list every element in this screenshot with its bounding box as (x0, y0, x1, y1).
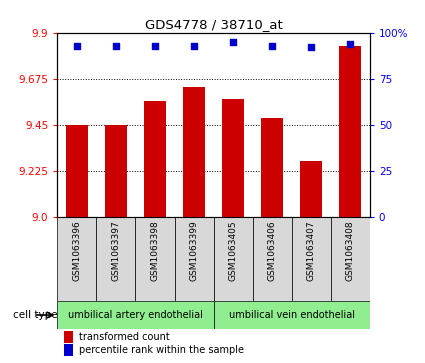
Point (74, 42, 80, 48)
Point (152, 42, 159, 48)
Bar (96, 217, 136, 301)
Bar (66, 125, 88, 217)
Text: GSM1063408: GSM1063408 (346, 221, 355, 281)
Text: transformed count: transformed count (79, 332, 170, 342)
Bar (136, 217, 175, 301)
Bar (300, 162, 322, 217)
Point (308, 45, 314, 50)
Bar (261, 118, 283, 217)
Point (269, 42, 275, 48)
Point (230, 39, 236, 45)
Point (113, 42, 119, 48)
Bar (57, 217, 96, 301)
Bar (64, 331, 73, 343)
Text: umbilical artery endothelial: umbilical artery endothelial (68, 310, 203, 320)
Bar (222, 99, 244, 217)
Text: GSM1063397: GSM1063397 (111, 221, 120, 281)
Bar (105, 125, 127, 217)
Text: percentile rank within the sample: percentile rank within the sample (79, 345, 244, 355)
Text: GSM1063406: GSM1063406 (268, 221, 277, 281)
Point (347, 41, 354, 46)
Bar (331, 217, 370, 301)
Text: cell type: cell type (13, 310, 57, 320)
Bar (175, 217, 213, 301)
Text: GSM1063399: GSM1063399 (190, 221, 198, 281)
Text: GSM1063405: GSM1063405 (229, 221, 238, 281)
Point (191, 42, 198, 48)
Bar (57, 301, 213, 330)
Bar (64, 344, 73, 356)
Bar (144, 101, 166, 217)
Text: GSM1063407: GSM1063407 (307, 221, 316, 281)
Bar (213, 301, 370, 330)
Text: GSM1063396: GSM1063396 (72, 221, 82, 281)
Text: GSM1063398: GSM1063398 (150, 221, 159, 281)
Bar (213, 217, 252, 301)
Bar (292, 217, 331, 301)
Bar (183, 87, 205, 217)
Text: umbilical vein endothelial: umbilical vein endothelial (229, 310, 354, 320)
Title: GDS4778 / 38710_at: GDS4778 / 38710_at (144, 19, 283, 32)
Bar (340, 46, 361, 217)
Bar (252, 217, 292, 301)
